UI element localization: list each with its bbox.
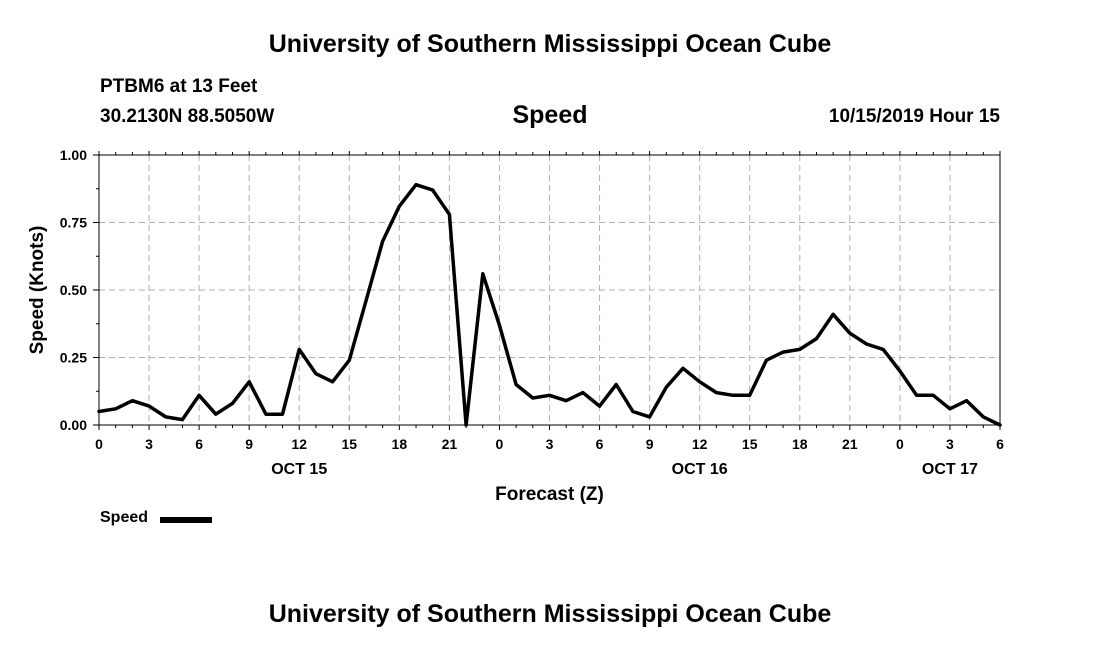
x-tick-label: 3	[145, 436, 153, 452]
x-tick-label: 21	[442, 436, 458, 452]
x-tick-label: 18	[392, 436, 408, 452]
main-title: University of Southern Mississippi Ocean…	[268, 30, 832, 58]
variable-title: Speed	[512, 101, 588, 129]
x-tick-label: 9	[245, 436, 253, 452]
x-tick-label: 0	[896, 436, 904, 452]
date-label: OCT 15	[271, 461, 327, 478]
x-tick-label: 15	[341, 436, 357, 452]
date-label: OCT 17	[922, 461, 978, 478]
x-tick-label: 12	[692, 436, 708, 452]
station-label: PTBM6 at 13 Feet	[100, 76, 258, 97]
x-tick-label: 21	[842, 436, 858, 452]
grid-lines	[99, 155, 1000, 425]
x-tick-label: 6	[996, 436, 1004, 452]
datetime-label: 10/15/2019 Hour 15	[828, 106, 1000, 127]
x-axis-title: Forecast (Z)	[495, 484, 604, 505]
footer-title: University of Southern Mississippi Ocean…	[268, 600, 832, 628]
x-tick-label: 0	[95, 436, 103, 452]
axis-labels: 0 3 6 9 12 15 18 21 0 3 6 9 12 15 18 21 0 3 6 0.00 0.25 0.50 0…	[60, 147, 1004, 478]
legend-label: Speed	[100, 509, 149, 526]
x-tick-label: 6	[596, 436, 604, 452]
y-axis-title: Speed (Knots)	[27, 226, 48, 355]
y-tick-label: 0.25	[60, 350, 87, 366]
y-tick-label: 0.75	[60, 215, 87, 231]
x-tick-label: 12	[291, 436, 307, 452]
coordinates-label: 30.2130N 88.5050W	[100, 106, 275, 127]
x-tick-label: 9	[646, 436, 654, 452]
x-tick-label: 3	[546, 436, 554, 452]
legend-swatch	[160, 517, 212, 523]
x-tick-label: 3	[946, 436, 954, 452]
series-layer	[97, 182, 1002, 427]
y-tick-label: 1.00	[60, 147, 87, 163]
series-line-speed	[97, 182, 1002, 427]
plot-frame	[98, 154, 1001, 426]
x-tick-label: 15	[742, 436, 758, 452]
x-tick-label: 18	[792, 436, 808, 452]
x-tick-label: 0	[496, 436, 504, 452]
x-tick-label: 6	[195, 436, 203, 452]
y-tick-label: 0.00	[60, 417, 87, 433]
date-label: OCT 16	[672, 461, 728, 478]
y-tick-label: 0.50	[60, 282, 87, 298]
